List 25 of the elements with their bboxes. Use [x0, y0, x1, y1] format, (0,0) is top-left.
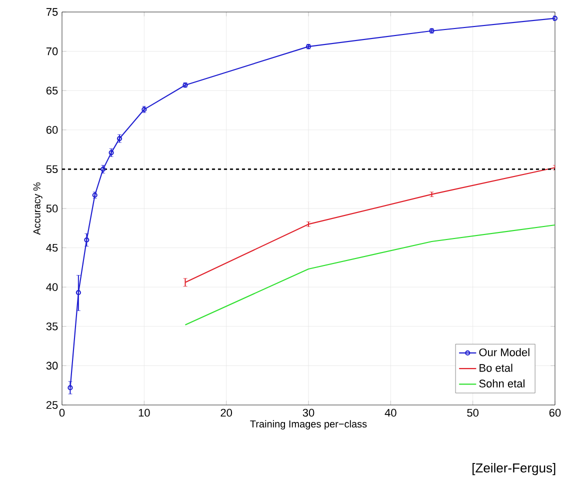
text: [Zeiler-Fergus] — [472, 462, 556, 476]
x-tick-label: 10 — [138, 408, 150, 417]
y-axis-title: Accuracy % — [33, 182, 42, 235]
x-tick-label: 60 — [549, 408, 561, 417]
y-tick-label: 40 — [46, 283, 58, 291]
x-axis-title: Training Images per−class — [250, 420, 367, 430]
x-tick-label: 30 — [302, 408, 314, 417]
y-tick-label: 30 — [46, 362, 58, 370]
y-tick-label: 45 — [46, 244, 58, 252]
x-tick-label: 0 — [59, 408, 65, 417]
line-series — [184, 224, 555, 326]
y-tick-label: 65 — [46, 86, 58, 94]
x-tick-label: 40 — [384, 408, 396, 417]
y-tick-label: 70 — [46, 47, 58, 56]
x-tick-label: 50 — [467, 408, 478, 417]
y-tick-label: 75 — [46, 8, 58, 16]
y-tick-label: 35 — [46, 322, 58, 330]
legend-label: Bo etal — [480, 364, 512, 372]
y-tick-label: 50 — [46, 204, 58, 212]
x-tick-label: 20 — [220, 408, 232, 417]
y-tick-label: 25 — [46, 401, 58, 409]
y-tick-label: 60 — [46, 126, 58, 134]
legend-label: Our Model — [479, 348, 530, 356]
legend-label: Sohn etal — [479, 379, 524, 388]
y-tick-label: 55 — [46, 165, 58, 174]
